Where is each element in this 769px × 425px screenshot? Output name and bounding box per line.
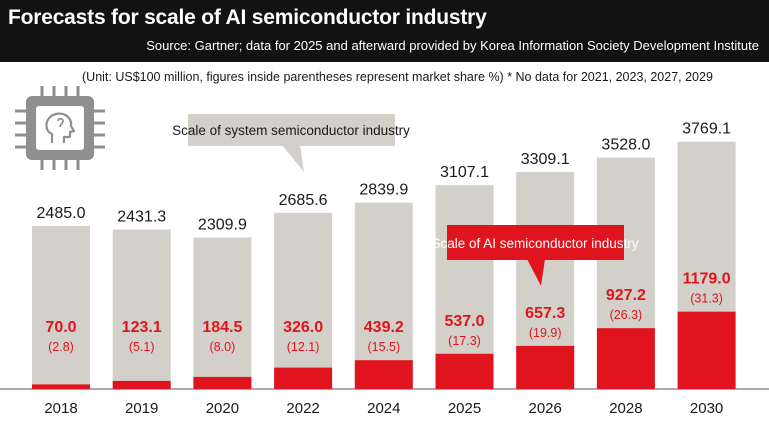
label-share-2022: (12.1): [287, 340, 320, 354]
bar-system-2018: [32, 225, 90, 389]
bar-system-2020: [193, 237, 252, 389]
x-tick-2022: 2022: [286, 400, 319, 417]
x-tick-2018: 2018: [44, 400, 77, 417]
label-system-2025: 3107.1: [440, 164, 489, 181]
bar-ai-2025: [435, 353, 494, 389]
label-system-2024: 2839.9: [359, 182, 408, 199]
label-system-2026: 3309.1: [521, 151, 570, 168]
label-share-2025: (17.3): [448, 334, 481, 348]
label-share-2020: (8.0): [210, 340, 236, 354]
label-ai-2022: 326.0: [283, 319, 323, 336]
callout-label-system: Scale of system semiconductor industry: [172, 123, 410, 138]
label-share-2024: (15.5): [367, 340, 400, 354]
label-system-2030: 3769.1: [682, 121, 731, 138]
x-tick-2026: 2026: [529, 400, 562, 417]
bar-ai-2026: [516, 345, 575, 389]
bar-system-2022: [274, 212, 333, 389]
bars: [32, 141, 736, 389]
x-tick-2025: 2025: [448, 400, 481, 417]
value-labels: 2485.0 70.0 (2.8) 2431.3 123.1 (5.1) 2309.9 184…: [37, 121, 732, 354]
bar-ai-2020: [193, 376, 252, 389]
label-ai-2030: 1179.0: [683, 271, 731, 288]
label-share-2026: (19.9): [529, 326, 562, 340]
label-ai-2020: 184.5: [202, 319, 242, 336]
bar-system-2024: [354, 202, 413, 389]
legend-callout-system: Scale of system semiconductor industry: [172, 114, 410, 172]
label-ai-2025: 537.0: [444, 313, 484, 330]
label-system-2020: 2309.9: [198, 216, 247, 233]
label-system-2019: 2431.3: [117, 209, 166, 226]
source-note: Source: Gartner; data for 2025 and after…: [146, 38, 759, 53]
callout-pointer-ai: [527, 259, 545, 286]
bar-ai-2019: [112, 380, 171, 389]
label-share-2018: (2.8): [48, 340, 74, 354]
label-system-2022: 2685.6: [279, 192, 328, 209]
legend-callout-ai: Scale of AI semiconductor industry: [431, 225, 639, 286]
label-system-2028: 3528.0: [601, 137, 650, 154]
label-ai-2019: 123.1: [122, 319, 162, 336]
x-tick-2024: 2024: [367, 400, 400, 417]
label-share-2019: (5.1): [129, 340, 155, 354]
header-bar: Forecasts for scale of AI semiconductor …: [0, 0, 769, 62]
x-tick-2028: 2028: [609, 400, 642, 417]
chart-title: Forecasts for scale of AI semiconductor …: [8, 6, 487, 29]
callout-box-ai: [447, 225, 624, 260]
bar-ai-2018: [32, 384, 90, 389]
bar-ai-2024: [354, 360, 413, 389]
label-share-2030: (31.3): [690, 292, 723, 306]
x-tick-2020: 2020: [206, 400, 239, 417]
x-tick-labels: 2018 2019 2020 2022 2024 2025 2026 2028 2030: [44, 400, 723, 417]
label-ai-2024: 439.2: [364, 319, 404, 336]
x-tick-2030: 2030: [690, 400, 723, 417]
bar-system-2019: [112, 229, 171, 389]
unit-note: (Unit: US$100 million, figures inside pa…: [82, 70, 713, 84]
ai-chip-icon: [15, 86, 105, 170]
bar-ai-2028: [596, 328, 655, 389]
callout-label-ai: Scale of AI semiconductor industry: [431, 236, 638, 251]
label-ai-2018: 70.0: [45, 319, 76, 336]
label-share-2028: (26.3): [610, 308, 643, 322]
label-ai-2028: 927.2: [606, 287, 646, 304]
bar-ai-2030: [677, 311, 736, 389]
label-system-2018: 2485.0: [37, 205, 86, 222]
bar-ai-2022: [274, 367, 333, 389]
callout-pointer-system: [282, 145, 304, 172]
callout-box-system: [188, 114, 395, 146]
x-tick-2019: 2019: [125, 400, 158, 417]
label-ai-2026: 657.3: [525, 305, 565, 322]
